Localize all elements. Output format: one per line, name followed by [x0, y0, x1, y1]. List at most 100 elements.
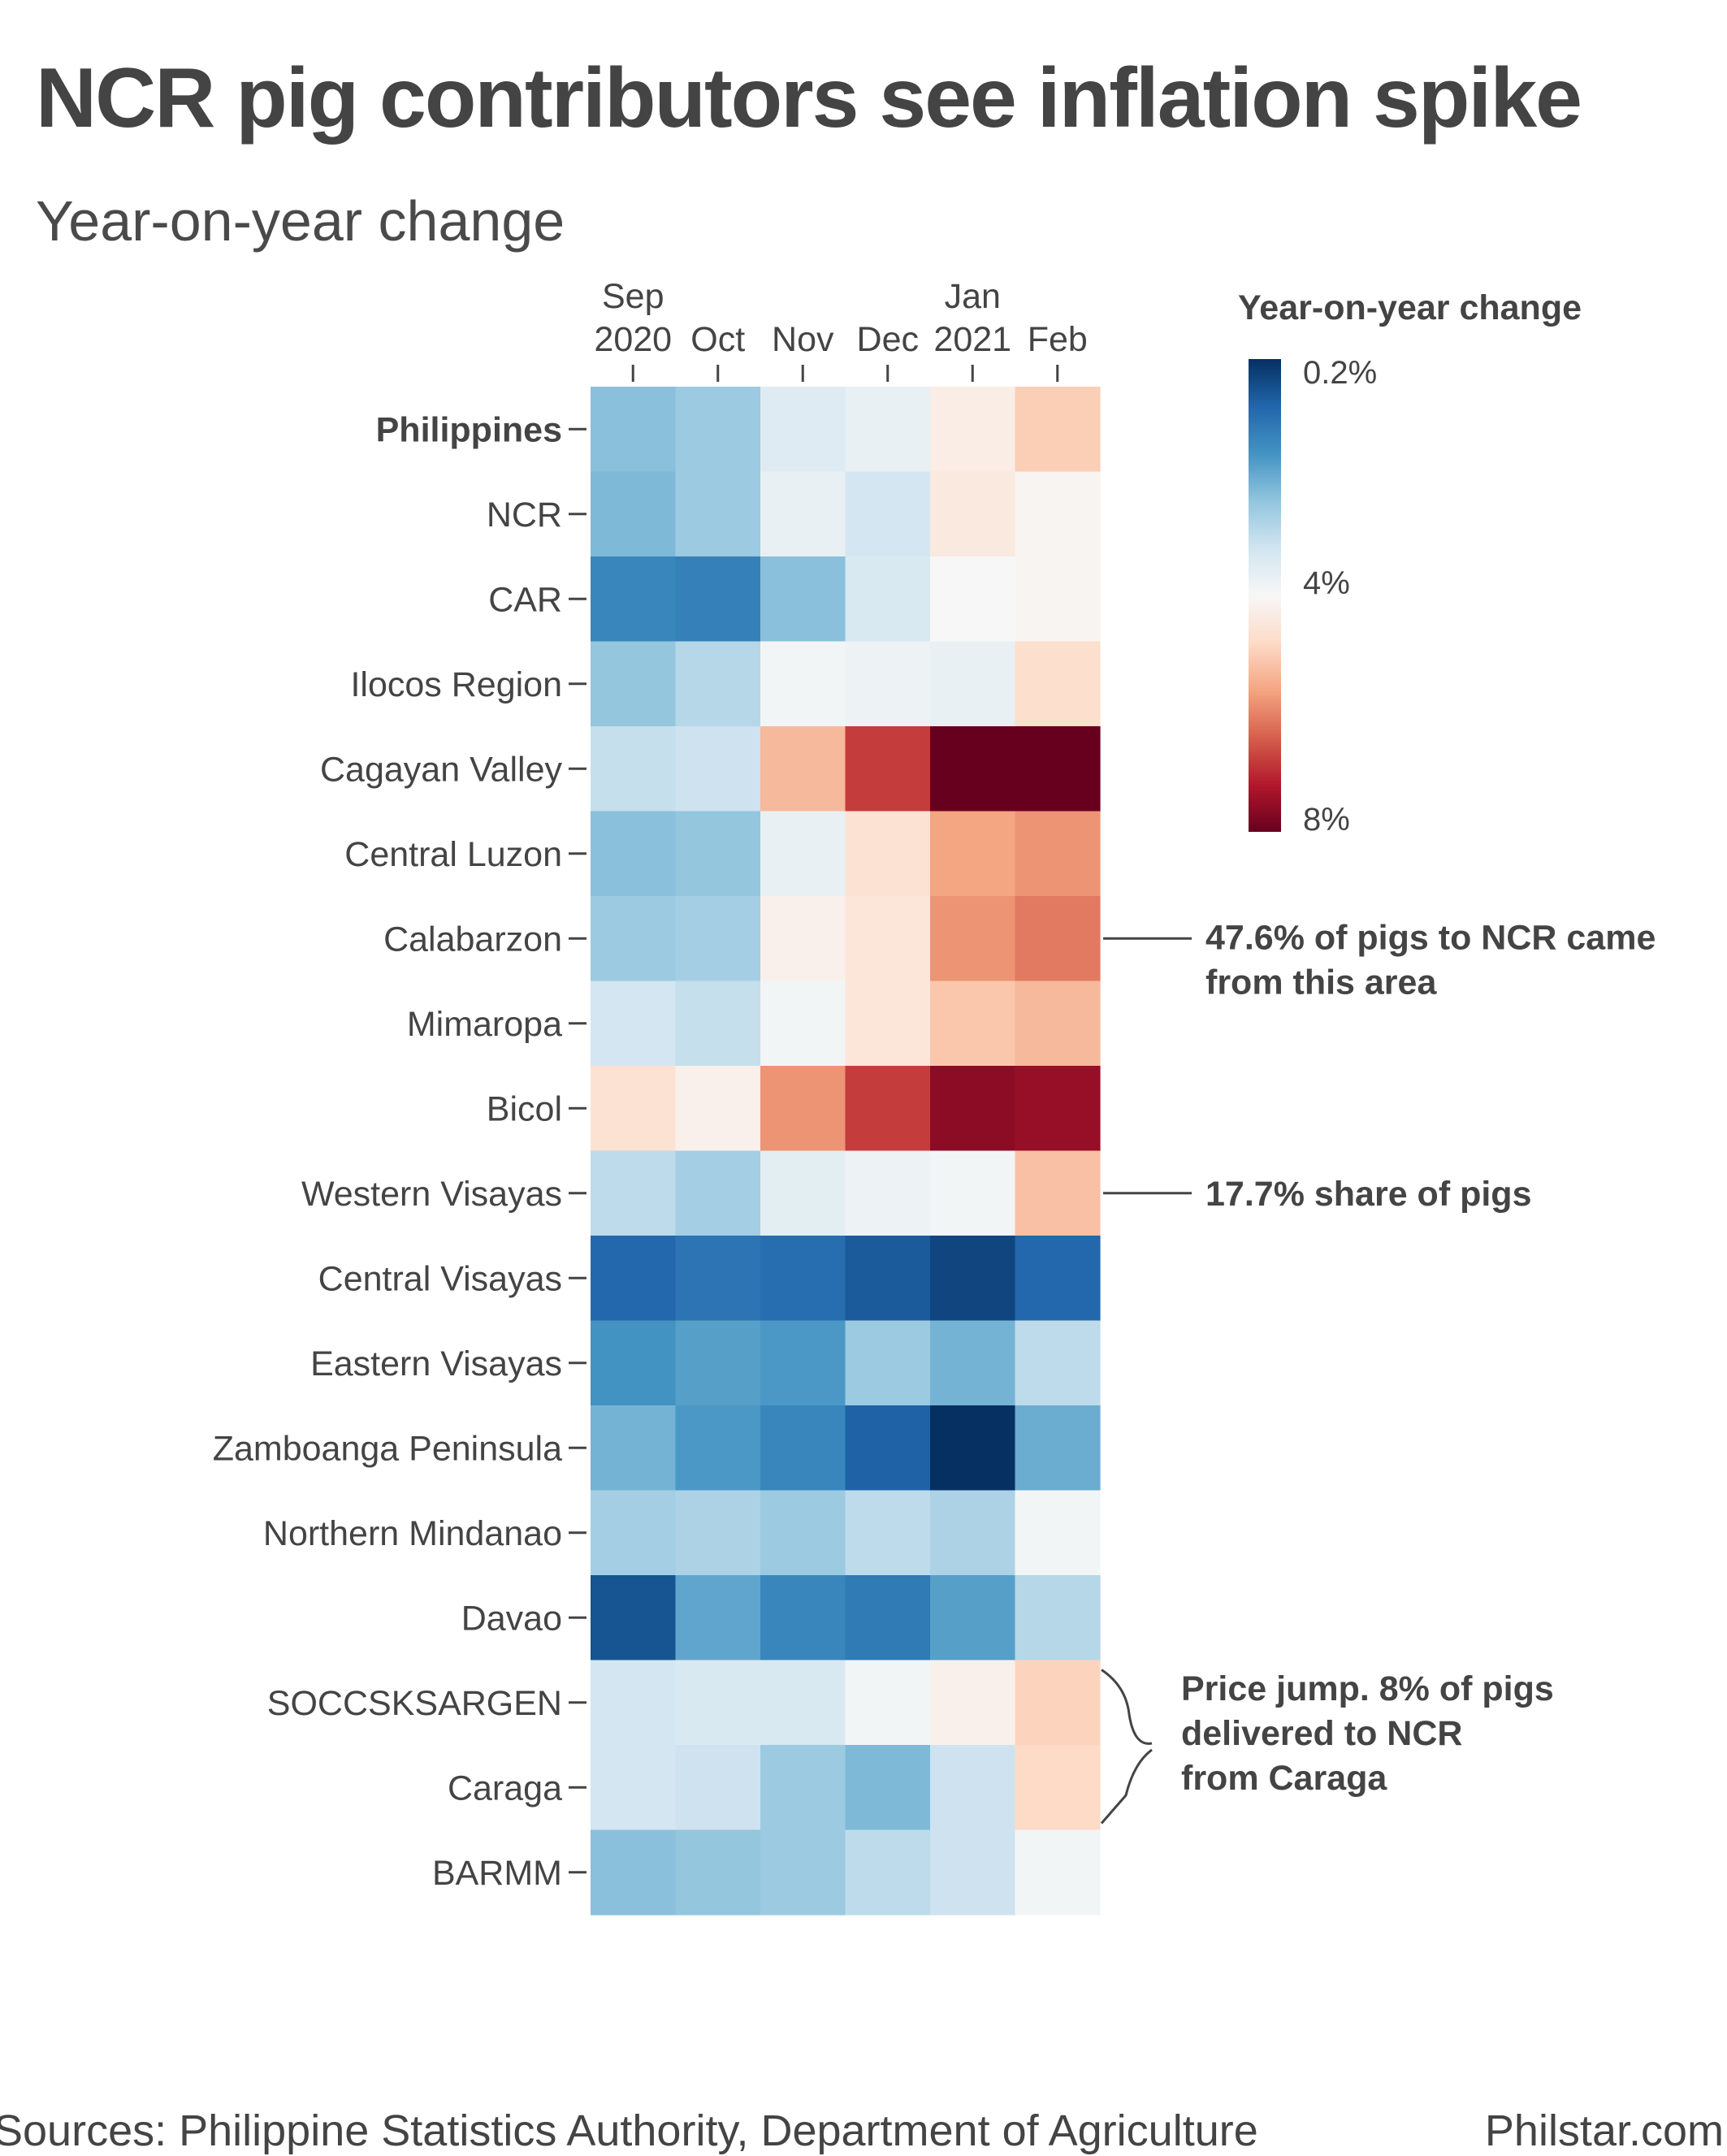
heatmap-cell	[675, 1490, 761, 1576]
heatmap-cell	[930, 1575, 1016, 1661]
heatmap-cell	[675, 1150, 761, 1236]
heatmap-cell	[1015, 387, 1101, 473]
annotation-brace	[1100, 1669, 1153, 1825]
legend-label: 0.2%	[1303, 355, 1377, 391]
heatmap-cell	[930, 726, 1016, 812]
annotation-text: Price jump. 8% of pigs	[1181, 1669, 1554, 1708]
heatmap-cell	[675, 1236, 761, 1322]
y-tick-label: Eastern Visayas	[310, 1344, 562, 1383]
heatmap-cell	[675, 896, 761, 982]
heatmap-cell	[845, 1575, 931, 1661]
x-axis: Sep 2020 Oct Nov Dec Jan 2021 Feb	[594, 277, 1088, 382]
color-legend: Year-on-year change 0.2% 4% 8%	[1238, 288, 1582, 838]
heatmap-cell	[760, 1405, 846, 1491]
chart-subtitle: Year-on-year change	[36, 189, 565, 253]
heatmap-cell	[591, 556, 677, 643]
y-tick-label: Calabarzon	[383, 920, 562, 959]
heatmap-cell	[1015, 726, 1101, 812]
x-tick-label: Jan	[945, 277, 1001, 316]
heatmap-cell	[1015, 1150, 1101, 1236]
y-tick-label: Mimaropa	[407, 1005, 562, 1044]
heatmap-cell	[591, 1829, 677, 1916]
chart-title: NCR pig contributors see inflation spike	[36, 51, 1582, 145]
heatmap-cell	[591, 1745, 677, 1831]
heatmap-cell	[1015, 896, 1101, 982]
heatmap-cell	[675, 641, 761, 727]
heatmap-cell	[930, 1405, 1016, 1491]
y-tick-label: Caraga	[448, 1769, 562, 1807]
x-tick-label: Dec	[857, 320, 919, 359]
heatmap-cell	[675, 811, 761, 897]
heatmap-cell	[591, 1405, 677, 1491]
heatmap-cell	[845, 1405, 931, 1491]
heatmap-cell	[845, 641, 931, 727]
heatmap-cell	[1015, 471, 1101, 557]
x-tick-label: Nov	[772, 320, 834, 359]
y-tick-label: Bicol	[487, 1089, 562, 1128]
heatmap-cell	[845, 896, 931, 982]
heatmap-cell	[675, 1405, 761, 1491]
y-tick-label: Zamboanga Peninsula	[213, 1429, 562, 1468]
heatmap-cell	[845, 1236, 931, 1322]
heatmap-cell	[760, 556, 846, 643]
heatmap-cell	[675, 1829, 761, 1916]
y-axis: Philippines NCR CAR Ilocos Region Cagayan Va…	[213, 410, 586, 1893]
heatmap-cell	[675, 726, 761, 812]
heatmap-cell	[591, 1490, 677, 1576]
heatmap-cell	[675, 1320, 761, 1406]
heatmap-cell	[1015, 811, 1101, 897]
heatmap-cell	[845, 1660, 931, 1746]
heatmap-cell	[591, 726, 677, 812]
heatmap-cell	[760, 387, 846, 473]
heatmap-cell	[760, 641, 846, 727]
x-tick-label: Sep	[602, 277, 664, 316]
heatmap-cell	[930, 471, 1016, 557]
heatmap-cell	[845, 1066, 931, 1152]
y-tick-label: Philippines	[376, 410, 562, 449]
heatmap-cell	[760, 1236, 846, 1322]
heatmap-cell	[930, 811, 1016, 897]
annotation-text: 47.6% of pigs to NCR came	[1205, 918, 1656, 957]
y-tick-label: Ilocos Region	[350, 665, 562, 704]
heatmap-cell	[930, 1660, 1016, 1746]
legend-title: Year-on-year change	[1238, 288, 1582, 327]
heatmap-cell	[760, 1745, 846, 1831]
heatmap-cell	[930, 981, 1016, 1067]
heatmap-cell	[760, 896, 846, 982]
heatmap-cell	[760, 1490, 846, 1576]
heatmap-cell	[930, 896, 1016, 982]
heatmap-cell	[1015, 1745, 1101, 1831]
x-tick-label: Oct	[690, 320, 745, 359]
heatmap-cell	[675, 387, 761, 473]
heatmap-cells	[591, 387, 1101, 1916]
y-tick-label: Cagayan Valley	[320, 750, 562, 789]
heatmap-cell	[591, 641, 677, 727]
heatmap-cell	[675, 1066, 761, 1152]
heatmap-cell	[760, 726, 846, 812]
source-note: Sources: Philippine Statistics Authority…	[0, 2106, 1258, 2155]
heatmap-cell	[845, 811, 931, 897]
heatmap-cell	[591, 1320, 677, 1406]
heatmap-cell	[930, 1236, 1016, 1322]
y-tick-label: Central Visayas	[318, 1259, 562, 1298]
heatmap-cell	[845, 726, 931, 812]
heatmap-cell	[760, 1066, 846, 1152]
heatmap-cell	[930, 1745, 1016, 1831]
heatmap-cell	[845, 471, 931, 557]
y-tick-label: NCR	[487, 496, 562, 535]
heatmap-cell	[1015, 556, 1101, 643]
heatmap-cell	[845, 1490, 931, 1576]
heatmap-cell	[1015, 1660, 1101, 1746]
y-tick-label: Northern Mindanao	[263, 1514, 562, 1553]
heatmap-cell	[591, 1236, 677, 1322]
heatmap-cell	[930, 1829, 1016, 1916]
heatmap-cell	[1015, 1320, 1101, 1406]
heatmap-cell	[760, 981, 846, 1067]
heatmap-cell	[760, 1150, 846, 1236]
heatmap-cell	[930, 1320, 1016, 1406]
heatmap-cell	[591, 981, 677, 1067]
legend-color-bar	[1249, 359, 1281, 832]
legend-label: 4%	[1303, 565, 1350, 601]
y-tick-label: Western Visayas	[301, 1175, 562, 1214]
heatmap-cell	[591, 1150, 677, 1236]
